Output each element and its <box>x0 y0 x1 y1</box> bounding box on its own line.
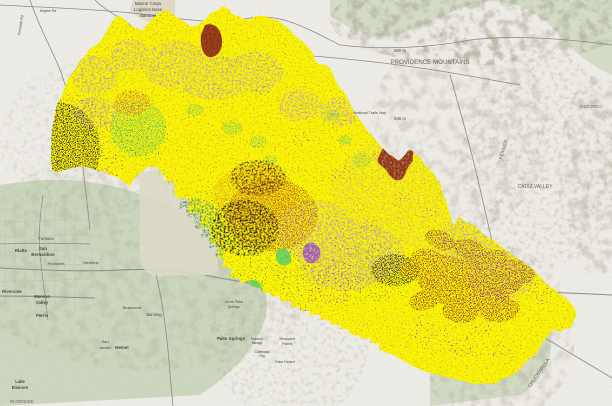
svg-text:Mojave Rd: Mojave Rd <box>40 9 56 13</box>
svg-text:560 m: 560 m <box>394 48 406 53</box>
svg-text:Banning: Banning <box>146 312 162 317</box>
svg-text:Jacinto: Jacinto <box>99 345 112 350</box>
svg-text:546 m: 546 m <box>394 116 406 121</box>
svg-text:San: San <box>39 246 47 251</box>
svg-text:San: San <box>101 339 108 344</box>
svg-text:CADIZ VALLEY: CADIZ VALLEY <box>518 184 554 190</box>
svg-text:Mirage: Mirage <box>252 341 262 345</box>
svg-text:Redlands: Redlands <box>48 261 65 266</box>
svg-text:Thousand: Thousand <box>279 337 295 341</box>
svg-text:Mentone: Mentone <box>83 260 99 265</box>
svg-text:Lake: Lake <box>15 379 25 384</box>
svg-text:Moreno: Moreno <box>34 294 50 299</box>
svg-text:Springs: Springs <box>228 305 240 309</box>
svg-text:OLD WO...: OLD WO... <box>580 104 602 109</box>
svg-text:Palm Desert: Palm Desert <box>275 360 295 364</box>
svg-text:Logistics Base: Logistics Base <box>134 7 163 12</box>
svg-text:Beaumont: Beaumont <box>123 305 142 310</box>
svg-text:Marine Corps: Marine Corps <box>135 1 162 6</box>
svg-text:North Palm: North Palm <box>225 300 243 304</box>
svg-text:Riverside: Riverside <box>2 289 22 294</box>
svg-text:Bernardino: Bernardino <box>31 252 55 257</box>
svg-text:Elsinore: Elsinore <box>12 385 29 390</box>
svg-text:Valley: Valley <box>36 300 49 305</box>
svg-text:Fontana: Fontana <box>38 236 54 241</box>
svg-text:Barstow: Barstow <box>140 13 157 18</box>
svg-text:Palm Springs: Palm Springs <box>217 336 246 341</box>
svg-text:RIVERSIDE: RIVERSIDE <box>10 399 34 404</box>
svg-text:City: City <box>259 354 265 358</box>
svg-text:PROVIDENCE MOUNTAINS: PROVIDENCE MOUNTAINS <box>390 59 469 66</box>
svg-text:Rialto: Rialto <box>15 248 28 253</box>
svg-text:Palms: Palms <box>282 342 292 346</box>
svg-text:Hemet: Hemet <box>115 345 129 350</box>
svg-text:National Trails Hwy: National Trails Hwy <box>354 111 387 115</box>
svg-text:Perris: Perris <box>36 313 49 318</box>
